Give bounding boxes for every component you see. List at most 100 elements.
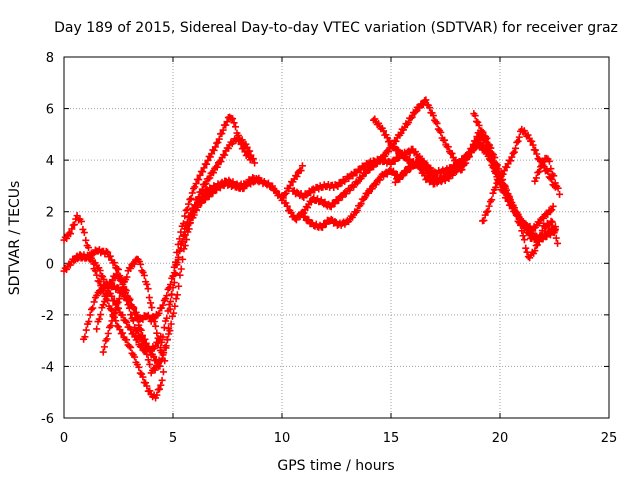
- data-point: [103, 335, 111, 343]
- y-tick-label: 2: [46, 206, 54, 221]
- data-point: [385, 148, 393, 156]
- data-point: [545, 157, 553, 165]
- data-point: [149, 312, 157, 320]
- data-point: [107, 322, 115, 330]
- data-point: [484, 207, 492, 215]
- data-point: [468, 145, 476, 153]
- data-point: [104, 285, 112, 293]
- data-point: [472, 137, 480, 145]
- data-point: [547, 165, 555, 173]
- data-point: [416, 104, 424, 112]
- data-point: [500, 181, 508, 189]
- data-point: [223, 118, 231, 126]
- data-point: [144, 311, 152, 319]
- data-point: [392, 137, 400, 145]
- data-point: [185, 219, 193, 227]
- data-point: [503, 163, 511, 171]
- data-point: [113, 300, 121, 308]
- data-point: [163, 314, 171, 322]
- data-point: [187, 194, 195, 202]
- data-point: [109, 311, 117, 319]
- y-tick-label: -4: [41, 360, 54, 375]
- data-point: [170, 269, 178, 277]
- data-point: [125, 342, 133, 350]
- series-track-13: [479, 125, 559, 225]
- data-point: [531, 177, 539, 185]
- series-track-14: [531, 154, 564, 198]
- data-point: [318, 223, 326, 231]
- data-point: [171, 302, 179, 310]
- data-point: [338, 193, 346, 201]
- series-track-5: [93, 270, 165, 355]
- data-point: [499, 170, 507, 178]
- data-point: [404, 119, 412, 127]
- data-point: [168, 312, 176, 320]
- data-point: [535, 168, 543, 176]
- series-track-6: [99, 255, 167, 359]
- data-point: [389, 167, 397, 175]
- data-point: [170, 279, 178, 287]
- data-point: [267, 183, 275, 191]
- data-point: [301, 212, 309, 220]
- data-point: [286, 182, 294, 190]
- data-point: [234, 131, 242, 139]
- data-point: [357, 200, 365, 208]
- data-point: [131, 353, 139, 361]
- data-point: [196, 196, 204, 204]
- y-axis-label: SDTVAR / TECUs: [7, 181, 23, 296]
- data-point: [543, 166, 551, 174]
- series-track-11: [391, 155, 468, 186]
- data-point: [153, 358, 161, 366]
- data-point: [420, 158, 428, 166]
- data-point: [507, 157, 515, 165]
- data-point: [137, 260, 145, 268]
- data-point: [335, 196, 343, 204]
- data-point: [444, 143, 452, 151]
- y-tick-label: -2: [41, 309, 54, 324]
- y-tick-labels: -6 -4 -2 0 2 4 6 8: [41, 51, 54, 427]
- y-tick-label: 4: [46, 154, 54, 169]
- data-point: [163, 292, 171, 300]
- data-point: [164, 307, 172, 315]
- data-point: [472, 117, 480, 125]
- data-point: [68, 225, 76, 233]
- data-point: [110, 259, 118, 267]
- x-tick-labels: 0 5 10 15 20 25: [60, 431, 617, 446]
- data-point: [176, 271, 184, 279]
- data-point: [144, 285, 152, 293]
- data-point: [482, 208, 490, 216]
- data-point: [179, 255, 187, 263]
- data-point: [520, 236, 528, 244]
- data-point: [172, 295, 180, 303]
- data-point: [173, 258, 181, 266]
- data-point: [475, 121, 483, 129]
- data-point: [480, 216, 488, 224]
- data-point: [528, 137, 536, 145]
- data-point: [536, 219, 544, 227]
- data-point: [546, 207, 554, 215]
- data-point: [327, 215, 335, 223]
- data-point: [540, 214, 548, 222]
- data-point: [538, 159, 546, 167]
- data-point: [77, 217, 85, 225]
- data-point: [139, 373, 147, 381]
- data-point: [380, 127, 388, 135]
- data-point: [376, 176, 384, 184]
- data-point: [505, 192, 513, 200]
- data-point: [123, 273, 131, 281]
- data-point: [471, 112, 479, 120]
- data-point: [99, 301, 107, 309]
- data-point: [115, 295, 123, 303]
- data-point: [202, 180, 210, 188]
- data-point: [534, 169, 542, 177]
- data-point: [123, 296, 131, 304]
- data-point: [85, 318, 93, 326]
- data-point: [115, 266, 122, 274]
- data-point: [488, 196, 496, 204]
- data-point: [243, 143, 251, 151]
- data-point: [143, 382, 151, 390]
- data-point: [514, 211, 522, 219]
- data-point: [104, 248, 112, 256]
- data-point: [101, 297, 109, 305]
- data-point: [395, 175, 403, 183]
